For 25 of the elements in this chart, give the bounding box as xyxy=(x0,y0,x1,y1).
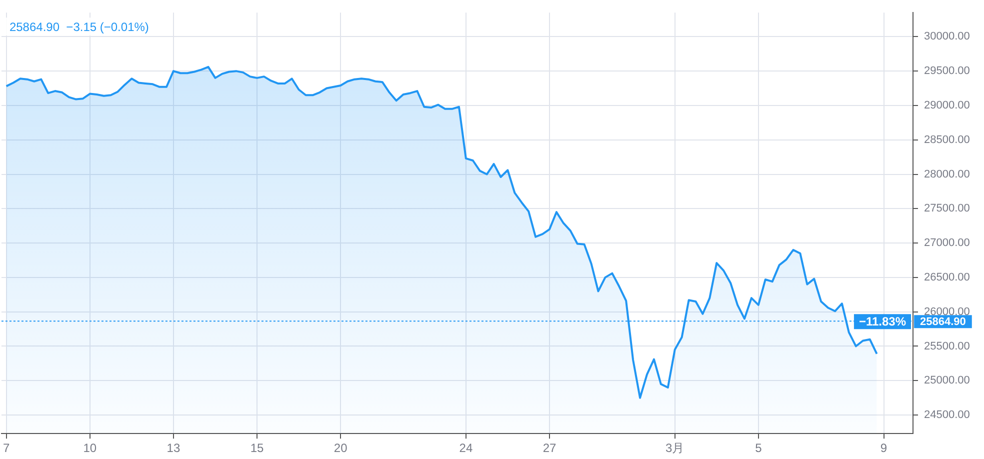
y-tick-label: 28000.00 xyxy=(924,168,970,180)
y-tick-label: 28500.00 xyxy=(924,134,970,146)
text: 25864.90 xyxy=(920,316,966,328)
x-tick-label: 27 xyxy=(542,441,556,456)
x-tick-label: 3月 xyxy=(666,441,684,456)
y-tick-label: 25500.00 xyxy=(924,340,970,352)
y-tick-label: 24500.00 xyxy=(924,409,970,422)
y-tick-label: 26000.00 xyxy=(924,306,970,318)
x-tick-label: 5 xyxy=(755,441,762,456)
x-tick-label: 13 xyxy=(166,441,180,456)
y-tick-label: 30000.00 xyxy=(924,30,970,43)
x-tick-label: 10 xyxy=(83,441,97,456)
x-tick-label: 20 xyxy=(334,441,348,456)
x-tick-label: 24 xyxy=(459,441,473,456)
y-tick-label: 29000.00 xyxy=(924,100,970,112)
ref-line-label: −11.83% xyxy=(858,314,906,328)
x-tick-label: 7 xyxy=(2,441,10,456)
x-tick-label: 15 xyxy=(250,441,264,456)
y-tick-label: 29500.00 xyxy=(924,65,970,78)
x-tick-label: 9 xyxy=(880,441,888,456)
y-tick-label: 26500.00 xyxy=(924,271,970,284)
y-tick-label: 27000.00 xyxy=(924,237,970,250)
y-tick-label: 25000.00 xyxy=(924,374,970,387)
y-tick-label: 27500.00 xyxy=(924,202,970,215)
text: 25864.90 −3.15 (−0.01%) xyxy=(9,20,149,34)
